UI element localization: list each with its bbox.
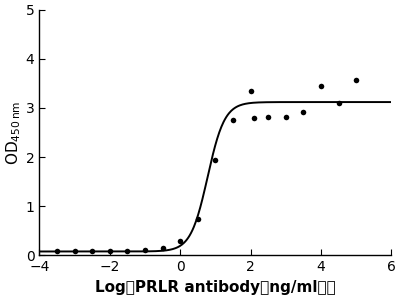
Point bbox=[177, 238, 183, 243]
Point bbox=[71, 248, 78, 253]
Point bbox=[251, 115, 257, 120]
Point bbox=[106, 248, 113, 253]
Point bbox=[194, 216, 201, 221]
Point bbox=[353, 77, 359, 82]
Point bbox=[318, 84, 324, 89]
Point bbox=[282, 115, 289, 119]
X-axis label: Log（PRLR antibody（ng/ml））: Log（PRLR antibody（ng/ml）） bbox=[95, 280, 336, 295]
Point bbox=[335, 101, 342, 106]
Point bbox=[54, 248, 60, 253]
Point bbox=[124, 248, 130, 253]
Point bbox=[212, 157, 218, 162]
Point bbox=[300, 109, 306, 114]
Y-axis label: $\mathregular{OD_{450\,nm}}$: $\mathregular{OD_{450\,nm}}$ bbox=[4, 100, 23, 165]
Point bbox=[159, 246, 166, 251]
Point bbox=[89, 248, 95, 253]
Point bbox=[230, 118, 236, 123]
Point bbox=[142, 247, 148, 252]
Point bbox=[247, 89, 254, 93]
Point bbox=[265, 115, 271, 119]
